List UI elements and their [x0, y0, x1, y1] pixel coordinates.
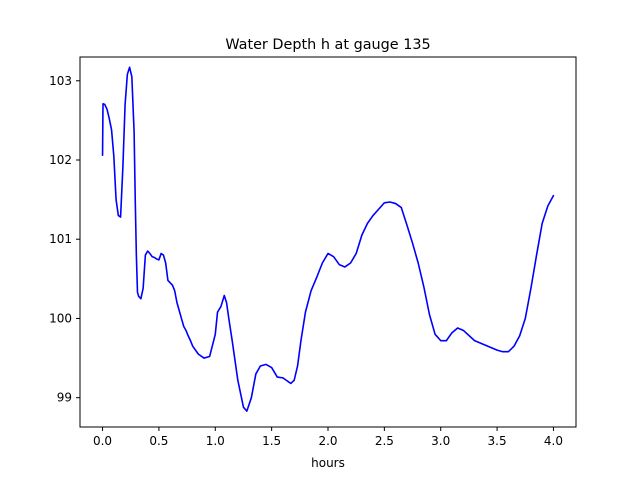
x-tick-label: 3.0 — [431, 434, 450, 448]
x-tick-label: 3.5 — [488, 434, 507, 448]
x-axis: 0.0 0.5 1.0 1.5 2.0 2.5 3.0 3.5 4.0 — [93, 427, 563, 448]
x-axis-label: hours — [311, 456, 345, 470]
plot-area — [101, 66, 555, 412]
y-tick-label: 100 — [49, 311, 72, 325]
x-tick-label: 4.0 — [544, 434, 563, 448]
x-tick-label: 1.0 — [206, 434, 225, 448]
x-tick-label: 1.5 — [262, 434, 281, 448]
y-tick-label: 101 — [49, 232, 72, 246]
y-tick-label: 103 — [49, 74, 72, 88]
x-tick-label: 2.0 — [318, 434, 337, 448]
x-tick-label: 0.5 — [149, 434, 168, 448]
y-axis: 99 100 101 102 103 — [49, 74, 80, 405]
x-tick-label: 2.5 — [375, 434, 394, 448]
x-tick-label: 0.0 — [93, 434, 112, 448]
y-tick-label: 99 — [57, 391, 72, 405]
y-tick-label: 102 — [49, 153, 72, 167]
series-line-0 — [101, 66, 555, 412]
chart-title: Water Depth h at gauge 135 — [225, 37, 430, 53]
